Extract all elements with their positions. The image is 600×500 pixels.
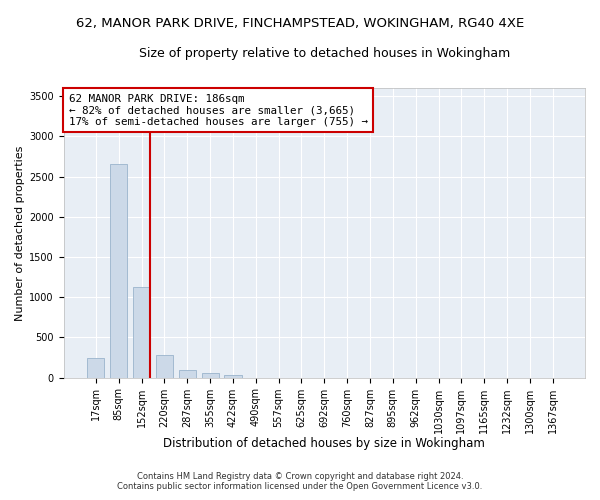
Bar (156, 355, 173, 378)
Text: Contains HM Land Registry data © Crown copyright and database right 2024.: Contains HM Land Registry data © Crown c… (137, 472, 463, 481)
Y-axis label: Number of detached properties: Number of detached properties (15, 145, 25, 320)
Bar (179, 370, 196, 378)
Bar (202, 373, 218, 378)
Text: 62 MANOR PARK DRIVE: 186sqm
← 82% of detached houses are smaller (3,665)
17% of : 62 MANOR PARK DRIVE: 186sqm ← 82% of det… (69, 94, 368, 127)
Bar (224, 375, 242, 378)
Bar (88, 358, 104, 378)
Bar (133, 286, 150, 378)
Bar (110, 164, 127, 378)
Text: 62, MANOR PARK DRIVE, FINCHAMPSTEAD, WOKINGHAM, RG40 4XE: 62, MANOR PARK DRIVE, FINCHAMPSTEAD, WOK… (76, 18, 524, 30)
Text: Contains public sector information licensed under the Open Government Licence v3: Contains public sector information licen… (118, 482, 482, 491)
X-axis label: Distribution of detached houses by size in Wokingham: Distribution of detached houses by size … (163, 437, 485, 450)
Title: Size of property relative to detached houses in Wokingham: Size of property relative to detached ho… (139, 48, 510, 60)
